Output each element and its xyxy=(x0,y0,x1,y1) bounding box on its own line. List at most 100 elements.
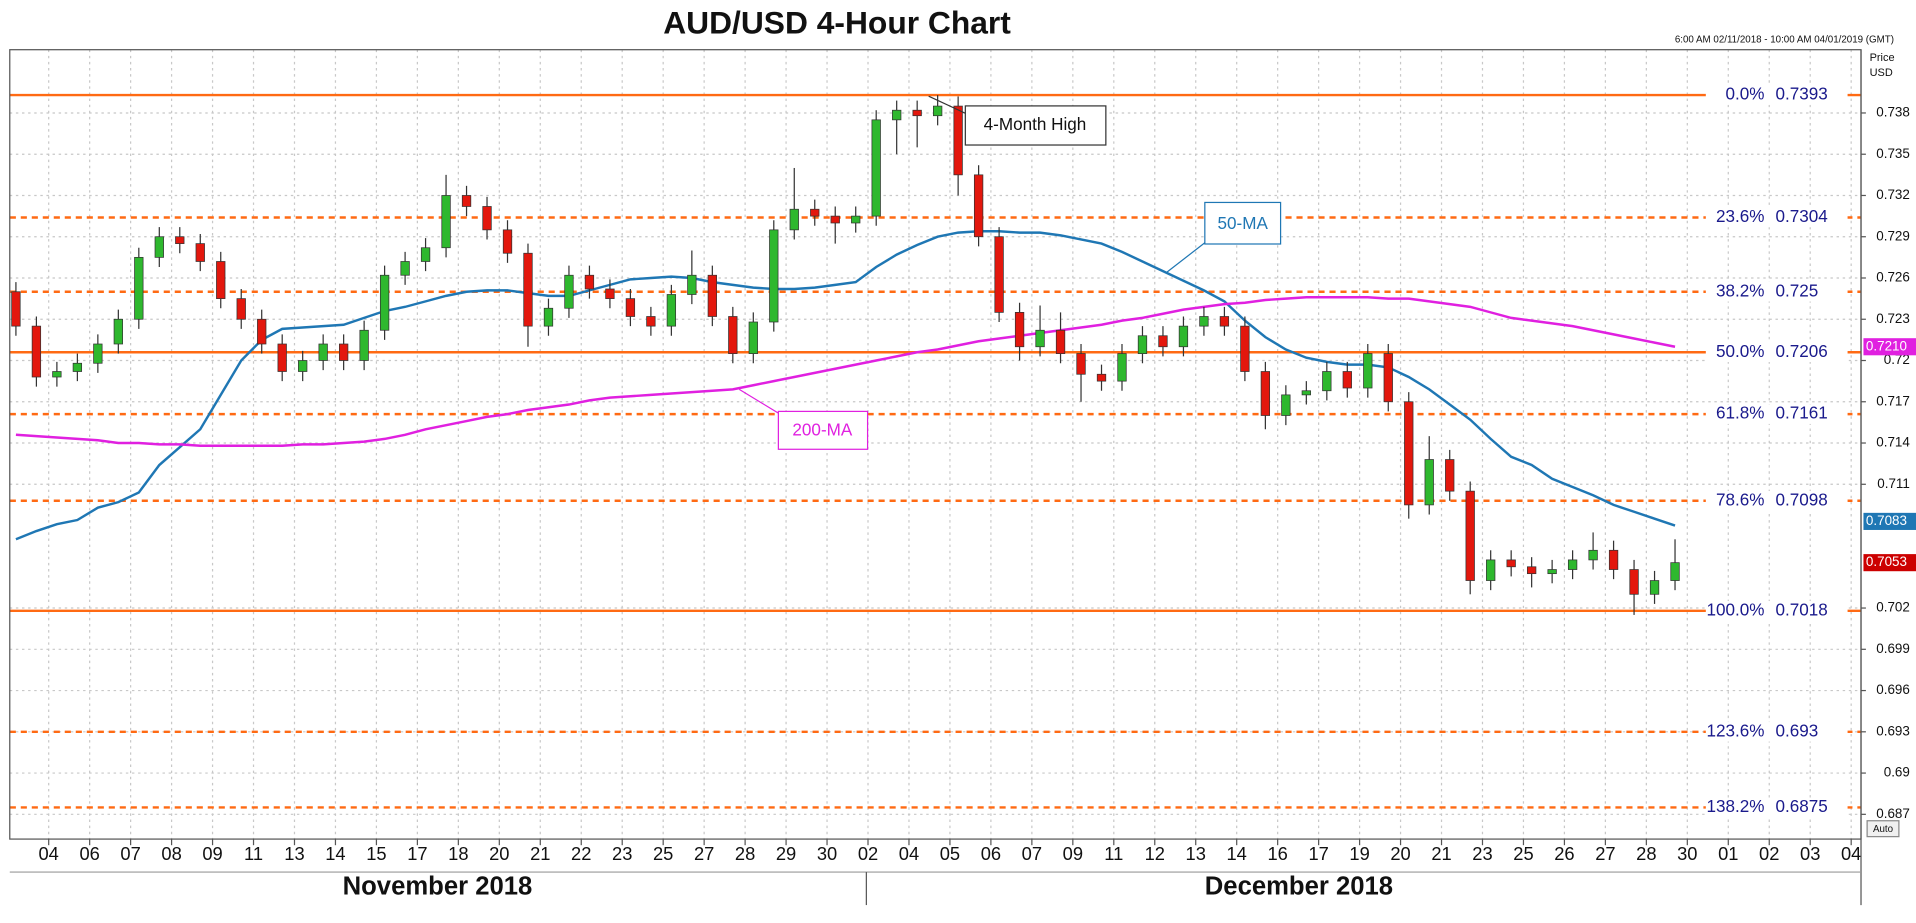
candle-body xyxy=(1588,549,1598,561)
x-tick-label: 14 xyxy=(325,843,345,864)
auto-label[interactable]: Auto xyxy=(1873,824,1894,835)
candle-body xyxy=(1445,459,1455,492)
y-tick-label: 0.723 xyxy=(1876,311,1910,326)
candle-body xyxy=(195,243,205,262)
candle-body xyxy=(1629,569,1639,595)
fib-value: 0.7098 xyxy=(1775,490,1827,509)
candle-body xyxy=(1322,371,1332,392)
annotation: 4-Month High xyxy=(984,115,1087,134)
candle-body xyxy=(154,236,164,258)
price-tag-label: 0.7083 xyxy=(1866,513,1907,528)
fib-value: 0.7206 xyxy=(1775,342,1827,361)
candle-body xyxy=(707,274,717,317)
y-tick-label: 0.72 xyxy=(1884,352,1910,367)
candle-body xyxy=(72,362,83,372)
y-tick-label: 0.699 xyxy=(1876,641,1910,656)
candle-body xyxy=(1096,373,1107,382)
candle-body xyxy=(277,343,287,372)
x-tick-label: 13 xyxy=(284,843,304,864)
candle-body xyxy=(1178,325,1189,348)
y-tick-label: 0.702 xyxy=(1876,600,1910,615)
candle-body xyxy=(543,307,554,327)
fib-value: 0.7304 xyxy=(1775,207,1827,226)
fib-value: 0.693 xyxy=(1775,721,1818,740)
x-tick-label: 16 xyxy=(1267,843,1287,864)
x-tick-label: 04 xyxy=(39,843,59,864)
candle-body xyxy=(769,229,779,323)
x-tick-label: 20 xyxy=(489,843,509,864)
candle-body xyxy=(400,261,410,276)
annotation-pointer xyxy=(928,95,966,114)
candle-body xyxy=(1363,353,1373,389)
x-tick-label: 28 xyxy=(1636,843,1656,864)
fib-level: 38.2% xyxy=(1716,281,1764,300)
candle-body xyxy=(52,371,62,378)
y-tick-label: 0.729 xyxy=(1876,228,1910,243)
x-tick-label: 04 xyxy=(899,843,919,864)
candle-body xyxy=(93,343,103,364)
y-tick-label: 0.732 xyxy=(1876,187,1910,202)
candle-body xyxy=(1424,459,1434,506)
x-tick-label: 06 xyxy=(981,843,1001,864)
candle-body xyxy=(113,318,123,345)
candle-body xyxy=(1506,559,1516,568)
candle-body xyxy=(1465,490,1475,581)
candle-body xyxy=(1260,371,1271,416)
candle-body xyxy=(1055,329,1066,354)
x-tick-label: 06 xyxy=(79,843,99,864)
fib-value: 0.7393 xyxy=(1775,85,1827,104)
x-tick-label: 14 xyxy=(1227,843,1247,864)
fib-label-bg xyxy=(1705,342,1848,363)
candle-body xyxy=(461,195,472,207)
fib-value: 0.7161 xyxy=(1775,404,1827,423)
y-label: Price xyxy=(1870,52,1895,64)
fib-label-bg xyxy=(1705,207,1848,228)
fib-label-bg xyxy=(1705,404,1848,424)
auto-button[interactable] xyxy=(1866,820,1900,838)
candle-body xyxy=(605,288,615,299)
y-tick-label: 0.726 xyxy=(1876,270,1910,285)
candle-body xyxy=(318,343,328,361)
x-tick-label: 20 xyxy=(1390,843,1410,864)
fib-level: 0.0% xyxy=(1726,85,1765,104)
candle-body xyxy=(892,109,902,121)
fib-value: 0.6875 xyxy=(1775,797,1827,816)
candle-body xyxy=(523,252,533,327)
x-tick-label: 13 xyxy=(1186,843,1206,864)
candle-body xyxy=(1014,312,1025,348)
price-tag-label: 0.7210 xyxy=(1866,338,1907,353)
candle-body xyxy=(1219,316,1230,327)
x-tick-label: 23 xyxy=(1472,843,1492,864)
candle-body xyxy=(1527,566,1537,575)
x-tick-label: 11 xyxy=(1104,843,1123,864)
x-tick-label: 27 xyxy=(1595,843,1615,864)
y-tick-label: 0.711 xyxy=(1877,476,1910,491)
candle-body xyxy=(482,206,492,231)
y-tick-label: 0.714 xyxy=(1876,435,1910,450)
ma-line xyxy=(15,296,1676,447)
candle-body xyxy=(1567,559,1578,570)
candle-body xyxy=(994,236,1004,313)
fib-level: 23.6% xyxy=(1716,207,1764,226)
fib-level: 138.2% xyxy=(1706,797,1764,816)
x-tick-label: 09 xyxy=(202,843,222,864)
candle-body xyxy=(953,105,963,176)
ma-label: 50-MA xyxy=(1218,214,1269,233)
candle-body xyxy=(564,274,574,309)
candle-body xyxy=(851,215,861,224)
candle-body xyxy=(1076,353,1086,375)
x-tick-label: 18 xyxy=(448,843,468,864)
fib-label-bg xyxy=(1705,722,1848,742)
x-tick-label: 29 xyxy=(776,843,796,864)
candle-body xyxy=(11,291,21,327)
fib-label-bg xyxy=(1705,601,1848,621)
candle-body xyxy=(236,298,246,320)
candle-body xyxy=(1117,353,1127,382)
ma-label-box xyxy=(1204,201,1282,245)
ma-label-pointer xyxy=(738,388,780,415)
fib-value: 0.725 xyxy=(1775,281,1818,300)
fibonacci-levels xyxy=(9,93,1862,809)
candle-body xyxy=(339,343,349,361)
candle-body xyxy=(134,256,144,320)
